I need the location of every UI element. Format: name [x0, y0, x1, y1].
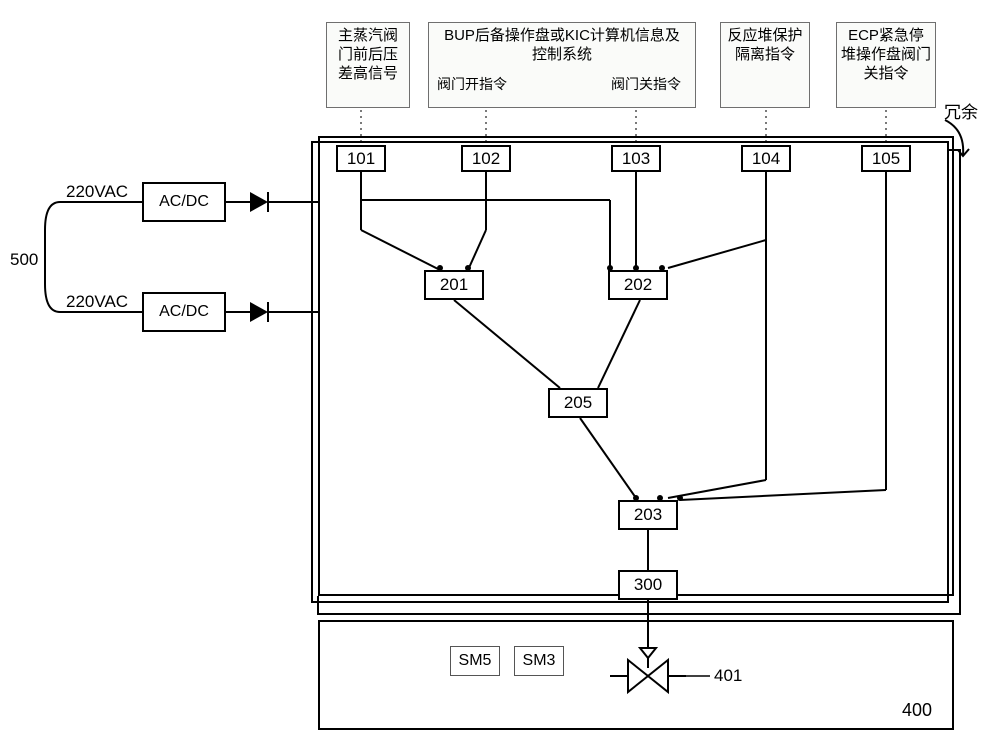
label-400: 400	[902, 700, 932, 721]
sublabel-open-cmd: 阀门开指令	[436, 74, 508, 94]
topbox-text: 主蒸汽阀门前后压差高信号	[331, 27, 405, 83]
sublabel-close-cmd: 阀门关指令	[610, 74, 682, 94]
node-102: 102	[461, 145, 511, 172]
wiring-layer	[0, 0, 1000, 756]
equipment-frame-400	[318, 620, 954, 730]
label-220vac-bot: 220VAC	[66, 292, 128, 312]
label-401: 401	[714, 666, 742, 686]
topbox-text: 反应堆保护隔离指令	[725, 27, 805, 65]
diagram-stage: 主蒸汽阀门前后压差高信号 BUP后备操作盘或KIC计算机信息及控制系统 阀门开指…	[0, 0, 1000, 756]
topbox-ecp: ECP紧急停堆操作盘阀门关指令	[836, 22, 936, 108]
node-103: 103	[611, 145, 661, 172]
topbox-text: ECP紧急停堆操作盘阀门关指令	[841, 27, 931, 83]
topbox-reactor-protect: 反应堆保护隔离指令	[720, 22, 810, 108]
label-500: 500	[10, 250, 38, 270]
node-201: 201	[424, 270, 484, 300]
box-sm3: SM3	[514, 646, 564, 676]
topbox-main-steam-signal: 主蒸汽阀门前后压差高信号	[326, 22, 410, 108]
redundant-label: 冗余	[944, 98, 978, 123]
node-205: 205	[548, 388, 608, 418]
topbox-bup-kic: BUP后备操作盘或KIC计算机信息及控制系统	[428, 22, 696, 108]
label-220vac-top: 220VAC	[66, 182, 128, 202]
node-300: 300	[618, 570, 678, 600]
node-203: 203	[618, 500, 678, 530]
topbox-title: BUP后备操作盘或KIC计算机信息及控制系统	[433, 27, 691, 65]
node-104: 104	[741, 145, 791, 172]
node-101: 101	[336, 145, 386, 172]
box-sm5: SM5	[450, 646, 500, 676]
acdc-top: AC/DC	[142, 182, 226, 222]
node-105: 105	[861, 145, 911, 172]
acdc-bot: AC/DC	[142, 292, 226, 332]
node-202: 202	[608, 270, 668, 300]
